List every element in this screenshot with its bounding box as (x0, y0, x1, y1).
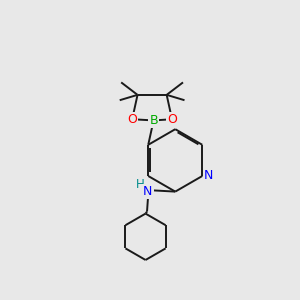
Text: O: O (167, 113, 177, 126)
Text: O: O (127, 113, 137, 126)
Text: B: B (149, 114, 158, 127)
Text: H: H (136, 178, 145, 191)
Text: N: N (204, 169, 214, 182)
Text: N: N (143, 185, 153, 198)
